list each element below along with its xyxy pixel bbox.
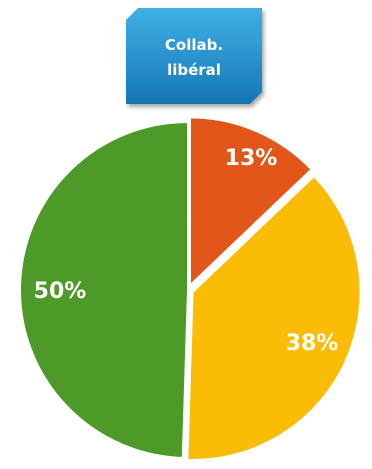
- chart-title-background: [126, 8, 262, 104]
- pie-slice-2: [186, 174, 362, 461]
- pie-slice-3: [19, 120, 189, 459]
- chart-title-line-2: libéral: [167, 61, 221, 79]
- pie-slice-label-3: 50%: [34, 279, 87, 304]
- pie-slices: [19, 116, 362, 461]
- pie-slice-1: [188, 116, 313, 288]
- pie-labels: 13% 38% 50%: [34, 146, 339, 356]
- pie-slice-label-1: 13%: [225, 146, 278, 171]
- chart-title-line-1: Collab.: [165, 36, 223, 54]
- pie-slice-label-2: 38%: [286, 331, 339, 356]
- chart-title-box: Collab. libéral: [126, 8, 262, 104]
